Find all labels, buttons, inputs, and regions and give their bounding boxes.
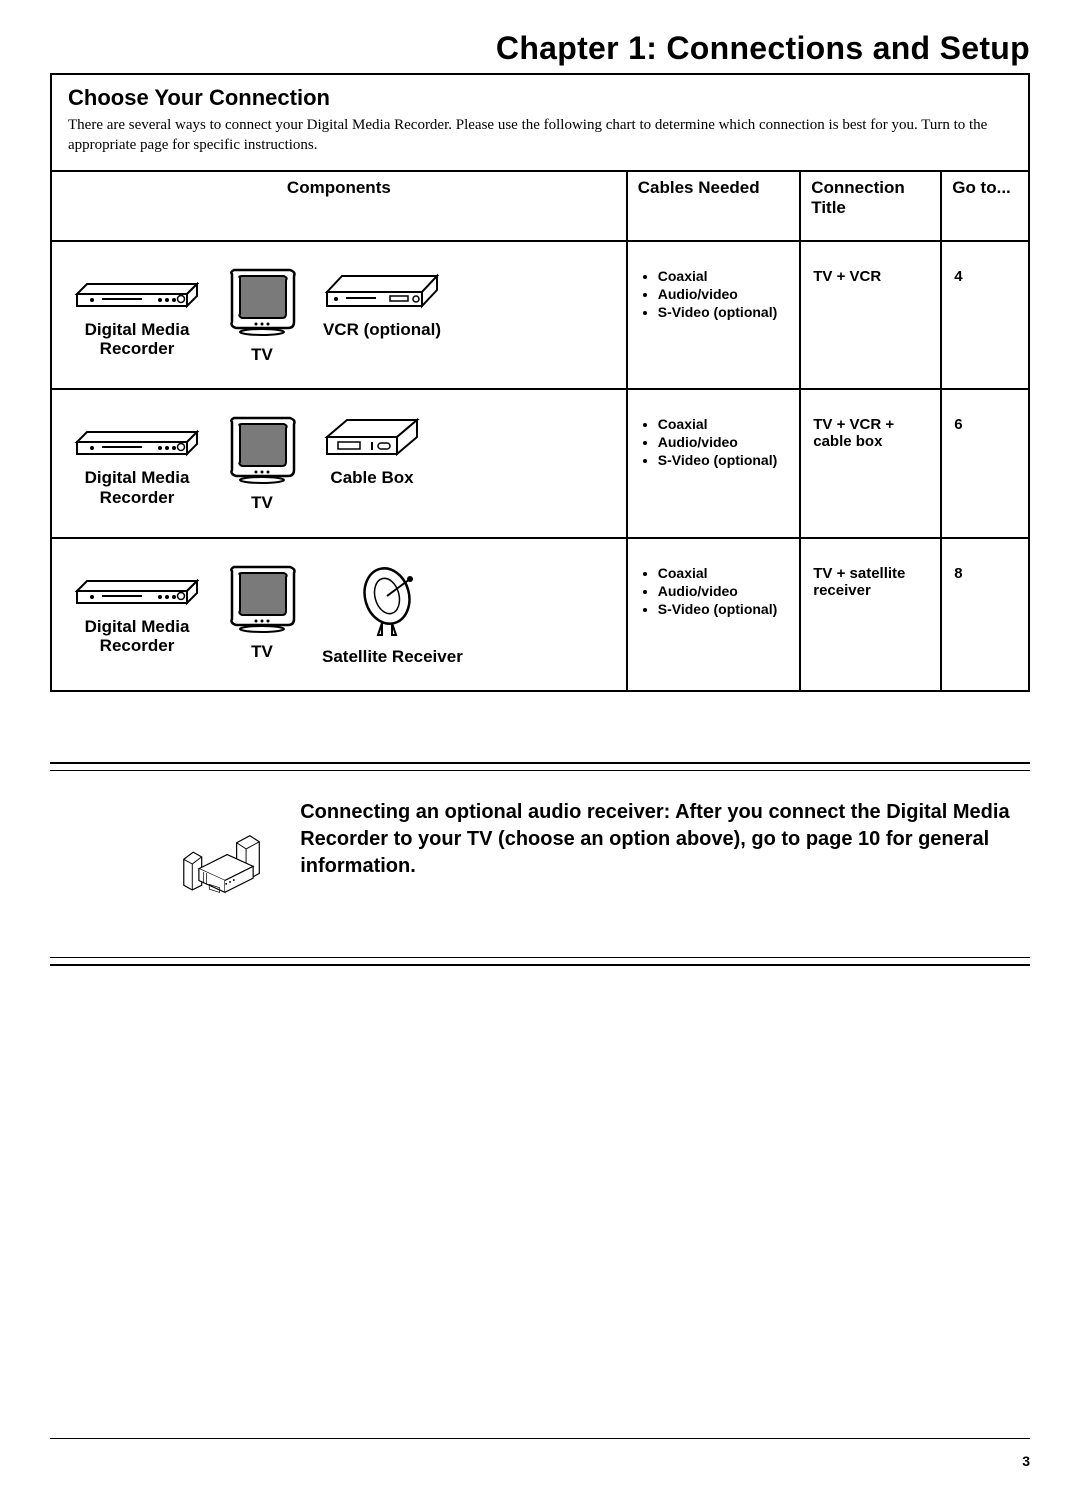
component-dmr: Digital MediaRecorder	[72, 561, 202, 656]
tv-icon	[222, 264, 302, 339]
manual-page: Chapter 1: Connections and Setup Choose …	[0, 0, 1080, 1499]
component-label: TV	[251, 642, 273, 662]
cable-item: S-Video (optional)	[658, 304, 790, 320]
footer-rule	[50, 1438, 1030, 1439]
component-cablebox: Cable Box	[322, 412, 422, 488]
component-tv: TV	[222, 561, 302, 662]
audio-receiver-icon	[180, 799, 260, 929]
col-title: Connection Title	[800, 171, 941, 241]
section-heading: Choose Your Connection	[68, 85, 1012, 111]
components-cell: Digital MediaRecorder	[52, 538, 627, 691]
callout-rule-bottom-thick	[50, 964, 1030, 966]
cables-cell: Coaxial Audio/video S-Video (optional)	[627, 241, 801, 390]
components-cell: Digital MediaRecorder	[52, 241, 627, 390]
connection-chart-box: Choose Your Connection There are several…	[50, 73, 1030, 692]
component-dmr: Digital MediaRecorder	[72, 264, 202, 359]
table-row: Digital MediaRecorder	[52, 389, 1028, 538]
component-dmr: Digital MediaRecorder	[72, 412, 202, 507]
callout-text: Connecting an optional audio receiver: A…	[300, 799, 1020, 880]
cable-item: Coaxial	[658, 268, 790, 284]
component-label: Digital MediaRecorder	[85, 468, 190, 507]
component-label: Digital MediaRecorder	[85, 320, 190, 359]
page-number: 3	[1022, 1453, 1030, 1469]
table-header-row: Components Cables Needed Connection Titl…	[52, 171, 1028, 241]
col-cables: Cables Needed	[627, 171, 801, 241]
cablebox-icon	[322, 412, 422, 462]
component-label: Cable Box	[330, 468, 413, 488]
cable-item: Audio/video	[658, 583, 790, 599]
tv-icon	[222, 412, 302, 487]
component-label: TV	[251, 493, 273, 513]
col-components: Components	[52, 171, 627, 241]
dmr-icon	[72, 264, 202, 314]
tv-icon	[222, 561, 302, 636]
cable-item: Coaxial	[658, 416, 790, 432]
cable-item: S-Video (optional)	[658, 452, 790, 468]
component-tv: TV	[222, 264, 302, 365]
satellite-icon	[352, 561, 432, 641]
component-label: VCR (optional)	[323, 320, 441, 340]
connection-table: Components Cables Needed Connection Titl…	[52, 170, 1028, 691]
cable-item: Audio/video	[658, 434, 790, 450]
connection-title-cell: TV + VCR	[800, 241, 941, 390]
component-tv: TV	[222, 412, 302, 513]
vcr-icon	[322, 264, 442, 314]
goto-cell: 6	[941, 389, 1028, 538]
dmr-icon	[72, 561, 202, 611]
intro-paragraph: There are several ways to connect your D…	[68, 115, 1012, 156]
table-row: Digital MediaRecorder	[52, 241, 1028, 390]
cable-item: Audio/video	[658, 286, 790, 302]
connection-title-cell: TV + VCR + cable box	[800, 389, 941, 538]
dmr-icon	[72, 412, 202, 462]
component-label: Satellite Receiver	[322, 647, 463, 667]
col-goto: Go to...	[941, 171, 1028, 241]
goto-cell: 4	[941, 241, 1028, 390]
component-vcr: VCR (optional)	[322, 264, 442, 340]
components-cell: Digital MediaRecorder	[52, 389, 627, 538]
cables-cell: Coaxial Audio/video S-Video (optional)	[627, 538, 801, 691]
component-satellite: Satellite Receiver	[322, 561, 463, 667]
connection-title-cell: TV + satellite receiver	[800, 538, 941, 691]
goto-cell: 8	[941, 538, 1028, 691]
cable-item: Coaxial	[658, 565, 790, 581]
audio-receiver-callout: Connecting an optional audio receiver: A…	[50, 762, 1030, 966]
cables-cell: Coaxial Audio/video S-Video (optional)	[627, 389, 801, 538]
component-label: TV	[251, 345, 273, 365]
component-label: Digital MediaRecorder	[85, 617, 190, 656]
cable-item: S-Video (optional)	[658, 601, 790, 617]
chapter-title: Chapter 1: Connections and Setup	[50, 30, 1030, 67]
table-row: Digital MediaRecorder	[52, 538, 1028, 691]
